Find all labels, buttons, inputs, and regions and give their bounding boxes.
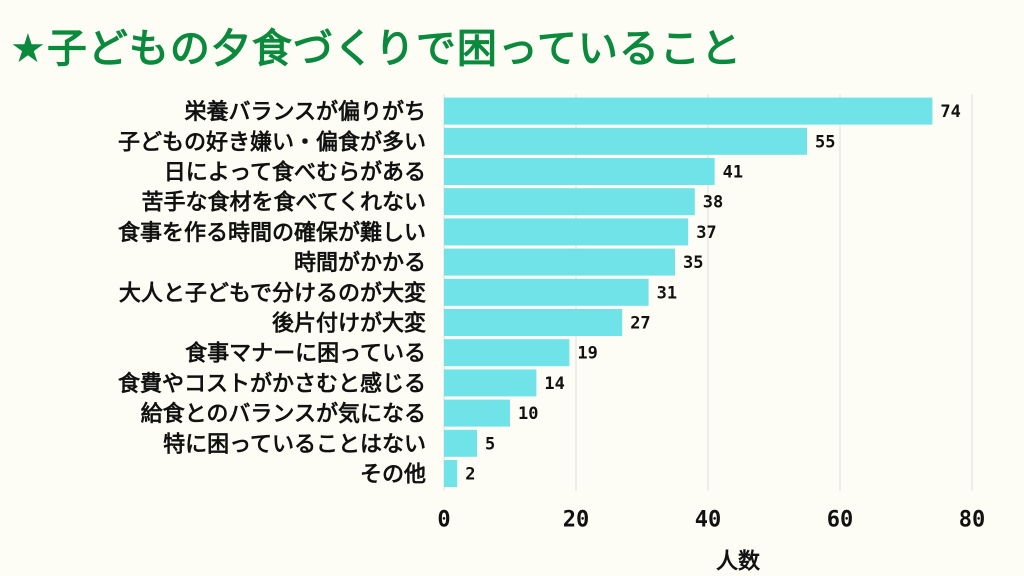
bar-10 xyxy=(444,399,510,427)
value-label-9: 14 xyxy=(544,374,564,394)
value-label-11: 5 xyxy=(485,434,495,454)
bar-12 xyxy=(444,460,458,487)
x-axis-title: 人数 xyxy=(716,549,761,575)
category-label-7: 後片付けが大変 xyxy=(272,311,426,337)
value-label-8: 19 xyxy=(577,344,597,364)
value-label-2: 41 xyxy=(723,163,743,183)
category-label-2: 日によって食べむらがある xyxy=(164,160,426,186)
value-label-1: 55 xyxy=(815,132,835,152)
x-tick-label-0: 0 xyxy=(437,508,450,533)
bar-1 xyxy=(444,127,807,155)
category-label-4: 食事を作る時間の確保が難しい xyxy=(118,220,426,246)
category-label-1: 子どもの好き嫌い・偏食が多い xyxy=(118,129,426,155)
value-label-0: 74 xyxy=(940,102,960,122)
bar-4 xyxy=(444,218,689,246)
category-label-5: 時間がかかる xyxy=(294,250,426,276)
x-tick-label-60: 60 xyxy=(827,508,854,533)
value-label-12: 2 xyxy=(465,465,475,485)
value-label-5: 35 xyxy=(683,253,703,273)
value-label-6: 31 xyxy=(657,283,677,303)
bar-0 xyxy=(444,97,933,125)
value-label-10: 10 xyxy=(518,404,538,424)
category-label-3: 苦手な食材を食べてくれない xyxy=(142,190,426,216)
value-label-3: 38 xyxy=(703,193,723,213)
value-label-7: 27 xyxy=(630,314,650,334)
value-label-4: 37 xyxy=(696,223,716,243)
category-label-10: 給食とのバランスが気になる xyxy=(141,401,426,427)
bars xyxy=(444,97,933,487)
bar-5 xyxy=(444,248,675,276)
category-label-8: 食事マナーに困っている xyxy=(185,341,426,367)
labels: 0 20 40 60 80 栄養バランスが偏りがち 74 子どもの好き嫌い・偏食が多い 55 日に… xyxy=(118,99,985,532)
bar-3 xyxy=(444,188,695,216)
category-label-0: 栄養バランスが偏りがち xyxy=(183,99,426,125)
category-label-12: その他 xyxy=(360,463,426,488)
bar-8 xyxy=(444,339,570,367)
bar-9 xyxy=(444,369,537,397)
x-tick-label-80: 80 xyxy=(959,508,986,533)
bar-11 xyxy=(444,429,477,457)
bar-6 xyxy=(444,278,649,306)
x-tick-label-40: 40 xyxy=(695,508,722,533)
category-label-9: 食費やコストがかさむと感じる xyxy=(118,371,426,397)
bar-2 xyxy=(444,158,715,185)
category-label-11: 特に困っていることはない xyxy=(163,431,426,457)
bar-7 xyxy=(444,309,623,336)
x-tick-label-20: 20 xyxy=(563,508,590,533)
chart-title: ★子どもの夕食づくりで困っていること xyxy=(10,26,742,72)
category-label-6: 大人と子どもで分けるのが大変 xyxy=(119,280,426,306)
